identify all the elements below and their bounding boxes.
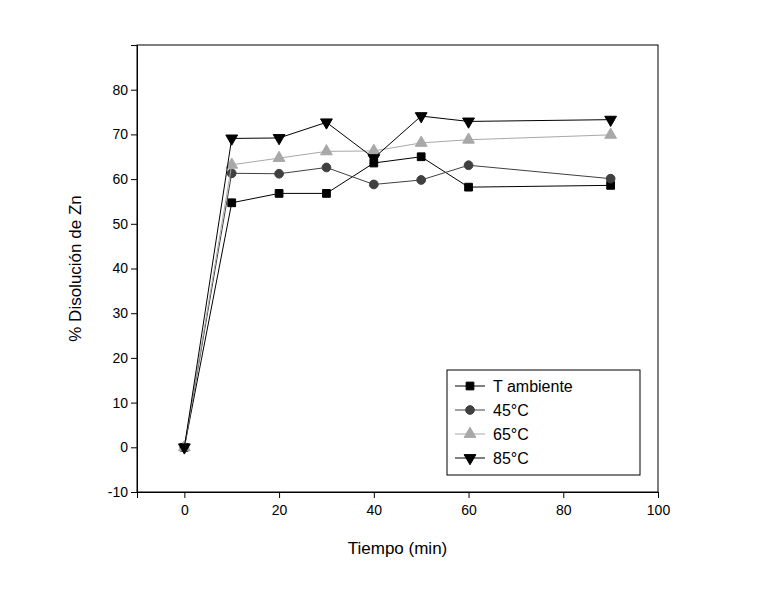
y-tick-mark: [131, 492, 137, 493]
series-marker: [321, 145, 333, 155]
y-tick: 30: [112, 305, 137, 321]
legend-item: 85°C: [455, 450, 529, 467]
x-tick: 80: [556, 492, 572, 518]
series-marker: [417, 176, 426, 185]
x-tick-label: 40: [367, 502, 383, 518]
legend-label: T ambiente: [493, 378, 573, 395]
y-tick: 10: [112, 395, 137, 411]
x-tick-label: 0: [181, 502, 189, 518]
legend-label: 45°C: [493, 402, 529, 419]
x-tick-label: 80: [556, 502, 572, 518]
y-tick-mark: [131, 134, 137, 135]
plot-frame: [137, 45, 658, 492]
y-tick: 0: [120, 439, 137, 455]
legend-marker: [466, 382, 474, 390]
legend-marker: [464, 455, 476, 465]
legend: T ambiente 45°C 65°C 85°C: [447, 370, 640, 475]
y-tick-label: 80: [112, 82, 128, 98]
x-axis: 0 20 40 60 80 100: [138, 492, 671, 518]
x-tick-mark: [469, 492, 470, 498]
x-tick-mark: [279, 492, 280, 498]
series-marker: [323, 190, 331, 198]
series-marker: [368, 144, 380, 154]
x-tick: 0: [181, 492, 189, 518]
x-tick: 20: [272, 492, 288, 518]
y-tick-label: 60: [112, 171, 128, 187]
x-tick: 60: [461, 492, 477, 518]
x-tick: 40: [367, 492, 383, 518]
legend-item: T ambiente: [455, 378, 573, 395]
y-tick: 60: [112, 171, 137, 187]
legend-item: 65°C: [455, 426, 529, 443]
series-marker: [463, 118, 475, 128]
series-marker: [605, 116, 617, 126]
y-axis: -10 0 10 20 30 40 50 60 70 80: [108, 46, 138, 500]
x-axis-line: [138, 493, 659, 499]
y-tick-mark: [131, 358, 137, 359]
chart: 0 20 40 60 80 100 -10 0 10 20 30 40 50 60 70 80 T ambien…: [0, 0, 764, 591]
series-marker: [368, 155, 380, 165]
series-marker: [273, 135, 285, 145]
legend-item: 45°C: [455, 402, 529, 419]
series-marker: [464, 161, 473, 170]
y-tick-mark: [131, 224, 137, 225]
y-tick: 70: [112, 126, 137, 142]
series-marker: [226, 135, 238, 145]
series-marker: [228, 199, 236, 207]
x-tick-label: 100: [647, 502, 671, 518]
y-tick-mark: [131, 447, 137, 448]
y-tick: 20: [112, 350, 137, 366]
series-marker: [227, 169, 236, 178]
series-marker: [463, 133, 475, 143]
series-marker: [605, 128, 617, 138]
series-marker: [273, 151, 285, 161]
x-tick-label: 20: [272, 502, 288, 518]
legend-marker: [466, 406, 475, 415]
y-tick-label: 50: [112, 216, 128, 232]
y-tick-label: 0: [120, 439, 128, 455]
y-tick-mark: [131, 403, 137, 404]
series-marker: [465, 183, 473, 191]
y-tick: 40: [112, 260, 137, 276]
series-marker: [275, 190, 283, 198]
series-marker: [415, 136, 427, 146]
x-tick-mark: [184, 492, 185, 498]
y-tick-label: 40: [112, 260, 128, 276]
series-marker: [321, 119, 333, 129]
legend-marker: [464, 427, 476, 437]
y-tick-mark: [131, 179, 137, 180]
y-tick-label: 70: [112, 126, 128, 142]
y-tick: -10: [108, 484, 137, 500]
series-marker: [417, 153, 425, 161]
series-marker: [275, 169, 284, 178]
series-marker: [369, 180, 378, 189]
y-axis-line: [131, 46, 138, 493]
x-tick-mark: [374, 492, 375, 498]
x-tick-mark: [658, 492, 659, 498]
series-marker: [415, 113, 427, 123]
y-tick-mark: [131, 269, 137, 270]
y-tick-label: 20: [112, 350, 128, 366]
y-tick: 80: [112, 82, 137, 98]
legend-label: 65°C: [493, 426, 529, 443]
y-tick-mark: [131, 90, 137, 91]
x-tick-label: 60: [461, 502, 477, 518]
series-marker: [322, 163, 331, 172]
y-tick-label: 10: [112, 395, 128, 411]
y-tick: 50: [112, 216, 137, 232]
y-tick-label: 30: [112, 305, 128, 321]
plot: 0 20 40 60 80 100 -10 0 10 20 30 40 50 60 70 80 T ambien…: [108, 45, 671, 518]
y-tick-label: -10: [108, 484, 128, 500]
x-tick-mark: [563, 492, 564, 498]
legend-label: 85°C: [493, 450, 529, 467]
series-marker: [178, 444, 190, 454]
x-tick: 100: [647, 492, 671, 518]
series-marker: [606, 174, 615, 183]
x-axis-title: Tiempo (min): [348, 539, 448, 558]
legend-box: [447, 370, 640, 475]
y-axis-title: % Disolución de Zn: [66, 195, 85, 341]
y-tick-mark: [131, 313, 137, 314]
